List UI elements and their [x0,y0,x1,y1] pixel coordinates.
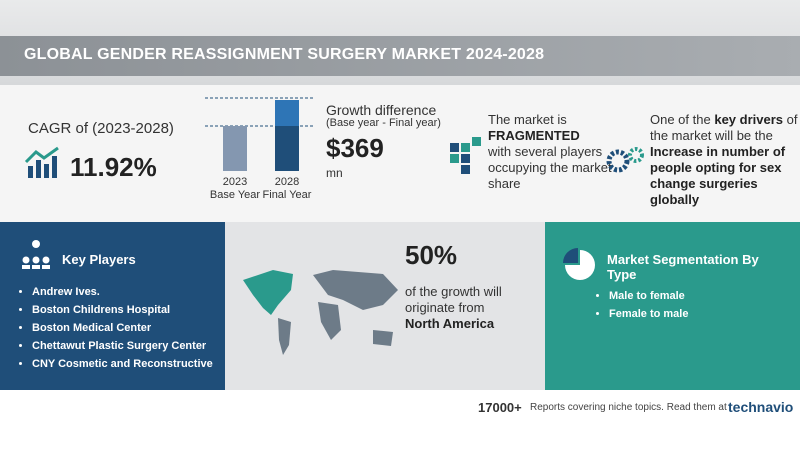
text: with several players occupying the marke… [488,144,612,191]
emphasis: FRAGMENTED [488,128,580,143]
growth-heading: Growth difference [326,102,437,118]
base-year: 2023 Base Year [205,176,265,202]
key-players-panel: Key Players Andrew Ives. Boston Children… [0,222,225,390]
cagr-value: 11.92% [70,152,157,182]
region-name: North America [405,316,495,331]
emphasis: Increase in number of people opting for … [650,144,786,207]
summary-row [0,85,800,222]
text: The market is [488,112,567,127]
segment-list: Male to female Female to male [595,290,688,326]
world-map [243,270,398,355]
player: Chettawut Plastic Surgery Center [32,340,213,352]
year-label: Base Year [209,189,261,201]
growth-unit: mn [326,166,343,180]
market-text: The market is FRAGMENTED with several pl… [488,112,618,192]
year: 2023 [222,176,248,188]
region-share: 50% [405,240,458,270]
growth-value: $369 [326,133,384,163]
player: CNY Cosmetic and Reconstructive [32,358,213,370]
title-bar [0,36,800,76]
region-text: of the growth will originate from North … [405,284,535,332]
growth-subheading: (Base year - Final year) [326,117,441,129]
player: Boston Medical Center [32,322,213,334]
pie-icon [563,248,595,280]
brand: technavio [728,399,794,415]
footer-text: Reports covering niche topics. Read them… [530,402,727,413]
text: of the growth will originate from [405,284,502,315]
fragment-icon [450,137,481,174]
player: Andrew Ives. [32,286,213,298]
growth-icon [24,146,59,178]
panel-title: Market Segmentation By Type [607,252,759,282]
people-icon [22,240,50,269]
region-panel [225,222,545,390]
text: of the market will be the [650,112,798,143]
panel-title: Key Players [62,252,136,267]
text: One of the [650,112,711,127]
year-label: Final Year [262,189,312,201]
final-year: 2028 Final Year [257,176,317,202]
segmentation-panel: Market Segmentation By Type Male to fema… [545,222,800,390]
player: Boston Childrens Hospital [32,304,213,316]
emphasis: key drivers [714,112,784,127]
drivers-text: One of the key drivers of the market wil… [650,112,800,208]
bar-illustration [205,97,315,171]
footer [0,390,800,450]
cagr-label: CAGR of (2023-2028) [28,120,174,137]
year: 2028 [274,176,300,188]
segment: Male to female [609,290,688,302]
player-list: Andrew Ives. Boston Childrens Hospital B… [18,286,213,376]
title: GLOBAL GENDER REASSIGNMENT SURGERY MARKE… [24,46,545,63]
report-count: 17000+ [478,400,522,415]
gears-icon [606,147,644,173]
segment: Female to male [609,308,688,320]
